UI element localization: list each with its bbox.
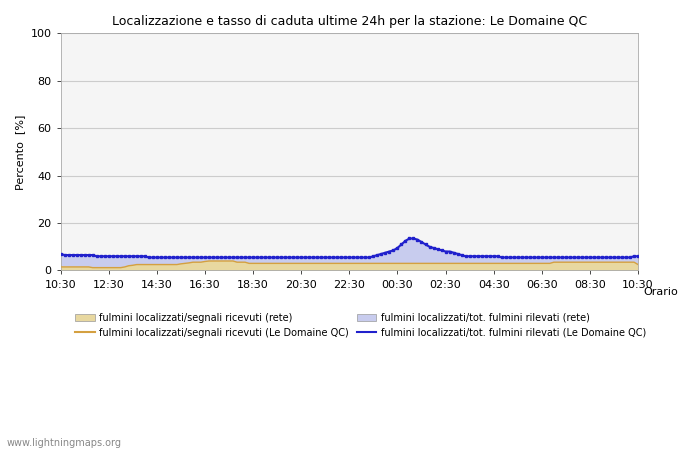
X-axis label: Orario: Orario [644, 287, 678, 297]
Text: www.lightningmaps.org: www.lightningmaps.org [7, 438, 122, 448]
Title: Localizzazione e tasso di caduta ultime 24h per la stazione: Le Domaine QC: Localizzazione e tasso di caduta ultime … [112, 15, 587, 28]
Legend: fulmini localizzati/segnali ricevuti (rete), fulmini localizzati/segnali ricevut: fulmini localizzati/segnali ricevuti (re… [71, 309, 650, 342]
Y-axis label: Percento  [%]: Percento [%] [15, 114, 25, 189]
